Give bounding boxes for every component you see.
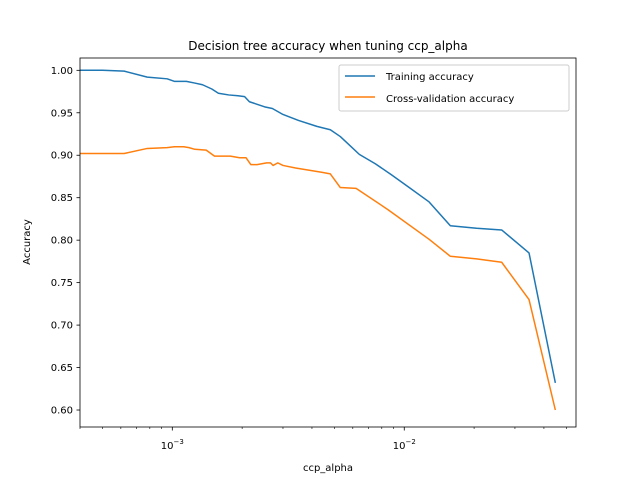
y-tick-label: 0.85 (51, 193, 73, 204)
ticks-layer: 0.60 0.65 0.70 0.75 0.80 0.85 0.90 0.95 1.00 10−3… (51, 66, 567, 452)
y-tick-label: 0.65 (51, 363, 73, 374)
lines-layer (80, 69, 557, 411)
chart-title: Decision tree accuracy when tuning ccp_a… (188, 39, 467, 53)
legend-box (338, 64, 570, 112)
x-tick-label: 10−3 (161, 438, 184, 452)
y-tick-label: 0.90 (51, 151, 73, 162)
y-tick-label: 0.80 (51, 236, 73, 247)
legend-label-cross-validation: Cross-validation accuracy (386, 94, 514, 105)
y-tick-label: 1.00 (51, 66, 73, 77)
series-line-training (80, 69, 557, 383)
legend-label-training: Training accuracy (385, 72, 474, 83)
x-axis-label: ccp_alpha (303, 463, 353, 474)
series-line-cross-validation (80, 146, 557, 411)
y-tick-label: 0.60 (51, 406, 73, 417)
y-tick-label: 0.95 (51, 108, 73, 119)
plot-frame (79, 57, 577, 428)
y-tick-label: 0.70 (51, 321, 73, 332)
y-tick-label: 0.75 (51, 278, 73, 289)
legend: Training accuracy Cross-validation accur… (338, 64, 570, 112)
x-tick-label: 10−2 (393, 438, 416, 452)
y-axis-label: Accuracy (22, 219, 33, 265)
